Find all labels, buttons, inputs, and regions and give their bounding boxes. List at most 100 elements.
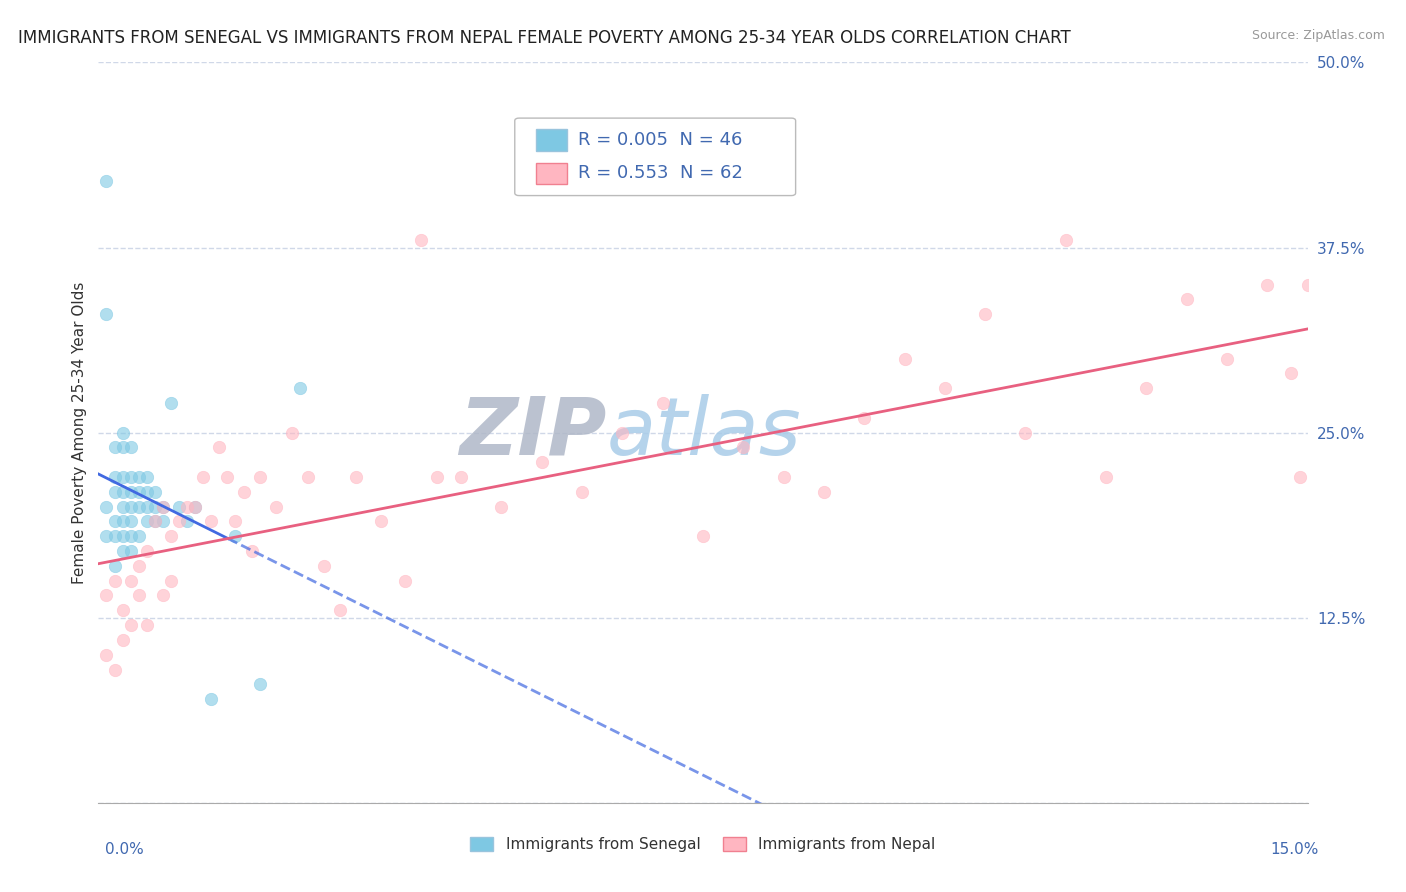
Point <box>217 470 239 484</box>
Point <box>167 515 190 529</box>
Point <box>893 351 915 366</box>
Point <box>1256 277 1278 292</box>
Point <box>249 677 271 691</box>
Point <box>111 470 134 484</box>
Legend: Immigrants from Senegal, Immigrants from Nepal: Immigrants from Senegal, Immigrants from… <box>464 830 942 858</box>
Point <box>111 441 134 455</box>
Text: ZIP: ZIP <box>458 393 606 472</box>
Point <box>1281 367 1303 381</box>
Point <box>96 500 118 514</box>
Point <box>571 484 593 499</box>
Point <box>96 174 118 188</box>
Point <box>1014 425 1036 440</box>
Point <box>96 529 118 543</box>
Point <box>394 574 416 588</box>
Point <box>152 515 174 529</box>
Point <box>135 470 157 484</box>
Point <box>1054 233 1077 247</box>
Point <box>160 396 183 410</box>
Point <box>288 381 311 395</box>
Point <box>491 500 513 514</box>
Point <box>184 500 207 514</box>
Text: 15.0%: 15.0% <box>1271 842 1319 856</box>
Point <box>1135 381 1157 395</box>
Point <box>281 425 304 440</box>
Point <box>143 484 166 499</box>
Point <box>208 441 231 455</box>
Point <box>249 470 271 484</box>
Point <box>772 470 794 484</box>
Point <box>143 500 166 514</box>
Point <box>128 558 150 573</box>
Y-axis label: Female Poverty Among 25-34 Year Olds: Female Poverty Among 25-34 Year Olds <box>72 282 87 583</box>
Point <box>200 692 222 706</box>
Point <box>450 470 472 484</box>
Point <box>143 515 166 529</box>
Text: R = 0.553  N = 62: R = 0.553 N = 62 <box>578 164 742 183</box>
Text: atlas: atlas <box>606 393 801 472</box>
Point <box>111 544 134 558</box>
Point <box>120 470 142 484</box>
Point <box>120 500 142 514</box>
Point <box>184 500 207 514</box>
Point <box>692 529 714 543</box>
Point <box>200 515 222 529</box>
Text: R = 0.005  N = 46: R = 0.005 N = 46 <box>578 131 742 149</box>
Point <box>103 470 125 484</box>
Point <box>120 618 142 632</box>
Point <box>176 500 198 514</box>
Point <box>344 470 367 484</box>
Point <box>1095 470 1118 484</box>
Point <box>152 500 174 514</box>
Point <box>612 425 634 440</box>
Point <box>224 515 246 529</box>
Point <box>232 484 254 499</box>
Point <box>120 544 142 558</box>
Point <box>135 544 157 558</box>
Point <box>193 470 215 484</box>
Point <box>264 500 287 514</box>
Point <box>111 500 134 514</box>
Point <box>329 603 352 617</box>
Point <box>135 500 157 514</box>
Point <box>128 470 150 484</box>
Point <box>111 425 134 440</box>
Point <box>152 500 174 514</box>
Point <box>96 307 118 321</box>
Point <box>111 484 134 499</box>
Point <box>111 515 134 529</box>
Text: 0.0%: 0.0% <box>105 842 145 856</box>
Point <box>370 515 392 529</box>
Text: Source: ZipAtlas.com: Source: ZipAtlas.com <box>1251 29 1385 42</box>
Point <box>143 515 166 529</box>
Point <box>813 484 835 499</box>
Point <box>974 307 997 321</box>
Point <box>135 618 157 632</box>
Point <box>96 648 118 662</box>
Point <box>224 529 246 543</box>
Point <box>733 441 755 455</box>
Point <box>103 515 125 529</box>
Point <box>103 558 125 573</box>
Point <box>409 233 432 247</box>
Point <box>120 574 142 588</box>
Point <box>934 381 956 395</box>
Point <box>426 470 449 484</box>
Point <box>111 603 134 617</box>
Point <box>120 441 142 455</box>
Point <box>96 589 118 603</box>
Point <box>240 544 263 558</box>
Point <box>103 663 125 677</box>
Point <box>1288 470 1310 484</box>
Point <box>128 484 150 499</box>
Point <box>530 455 553 469</box>
Point <box>314 558 336 573</box>
Point <box>1296 277 1319 292</box>
Point <box>160 529 183 543</box>
Point <box>103 529 125 543</box>
Point <box>160 574 183 588</box>
Point <box>120 515 142 529</box>
Point <box>128 500 150 514</box>
Point <box>103 441 125 455</box>
Point <box>111 632 134 647</box>
